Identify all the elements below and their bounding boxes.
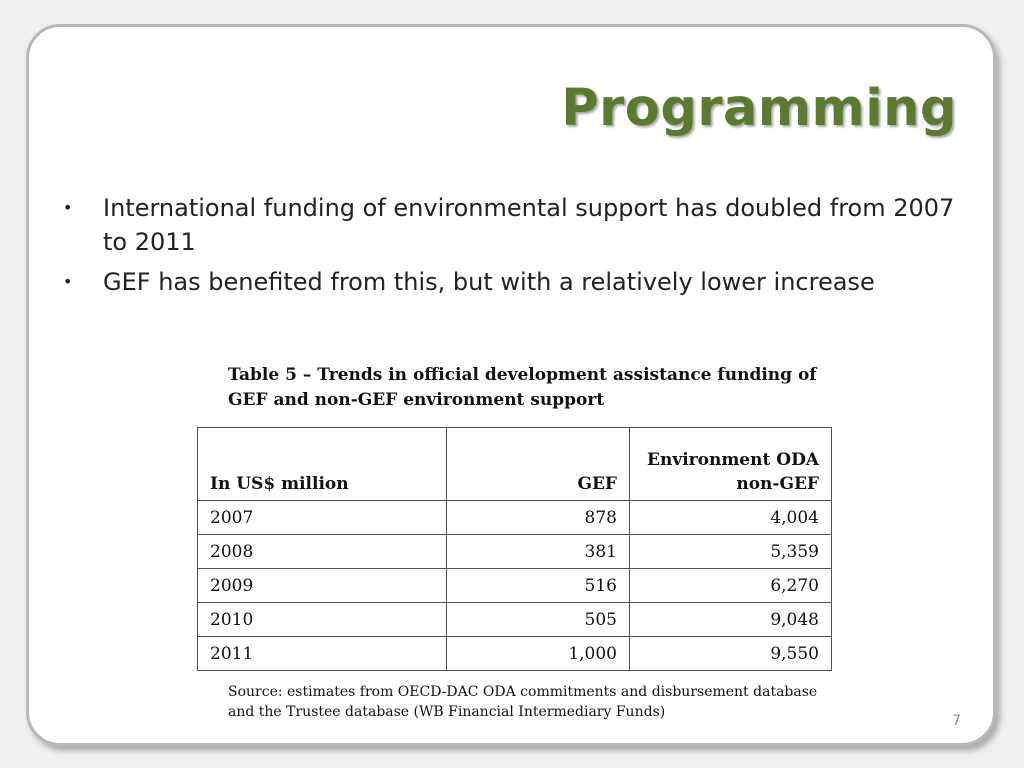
bullet-dot-icon: • xyxy=(63,198,73,217)
cell-non-gef: 9,048 xyxy=(629,602,832,637)
cell-non-gef: 5,359 xyxy=(629,534,832,569)
cell-year: 2010 xyxy=(197,602,447,637)
slide-title: Programming xyxy=(561,79,957,138)
cell-gef: 1,000 xyxy=(446,636,630,671)
table-row: 2008 381 5,359 xyxy=(197,534,832,569)
slide-number: 7 xyxy=(952,713,961,729)
table-row: 2007 878 4,004 xyxy=(197,500,832,535)
funding-table: In US$ million GEF Environment ODA non-G… xyxy=(197,427,832,671)
cell-gef: 505 xyxy=(446,602,630,637)
source-note: Source: estimates from OECD-DAC ODA comm… xyxy=(228,684,818,720)
cell-year: 2008 xyxy=(197,534,447,569)
column-header-gef: GEF xyxy=(446,427,630,501)
column-header-unit: In US$ million xyxy=(197,427,447,501)
bullet-list: • International funding of environmental… xyxy=(57,191,967,305)
cell-non-gef: 6,270 xyxy=(629,568,832,603)
table-caption: Table 5 – Trends in official development… xyxy=(228,365,817,410)
table-row: 2011 1,000 9,550 xyxy=(197,636,832,671)
table-row: 2009 516 6,270 xyxy=(197,568,832,603)
bullet-item: • GEF has benefited from this, but with … xyxy=(57,265,967,299)
cell-gef: 381 xyxy=(446,534,630,569)
bullet-text: International funding of environmental s… xyxy=(103,194,955,256)
cell-year: 2009 xyxy=(197,568,447,603)
cell-year: 2007 xyxy=(197,500,447,535)
cell-non-gef: 4,004 xyxy=(629,500,832,535)
slide-frame: Programming • International funding of e… xyxy=(26,24,996,746)
cell-year: 2011 xyxy=(197,636,447,671)
cell-non-gef: 9,550 xyxy=(629,636,832,671)
table-row: 2010 505 9,048 xyxy=(197,602,832,637)
bullet-text: GEF has benefited from this, but with a … xyxy=(103,268,875,296)
table-header-row: In US$ million GEF Environment ODA non-G… xyxy=(197,427,832,501)
cell-gef: 878 xyxy=(446,500,630,535)
column-header-non-gef: Environment ODA non-GEF xyxy=(629,427,832,501)
bullet-dot-icon: • xyxy=(63,272,73,291)
bullet-item: • International funding of environmental… xyxy=(57,191,967,259)
cell-gef: 516 xyxy=(446,568,630,603)
